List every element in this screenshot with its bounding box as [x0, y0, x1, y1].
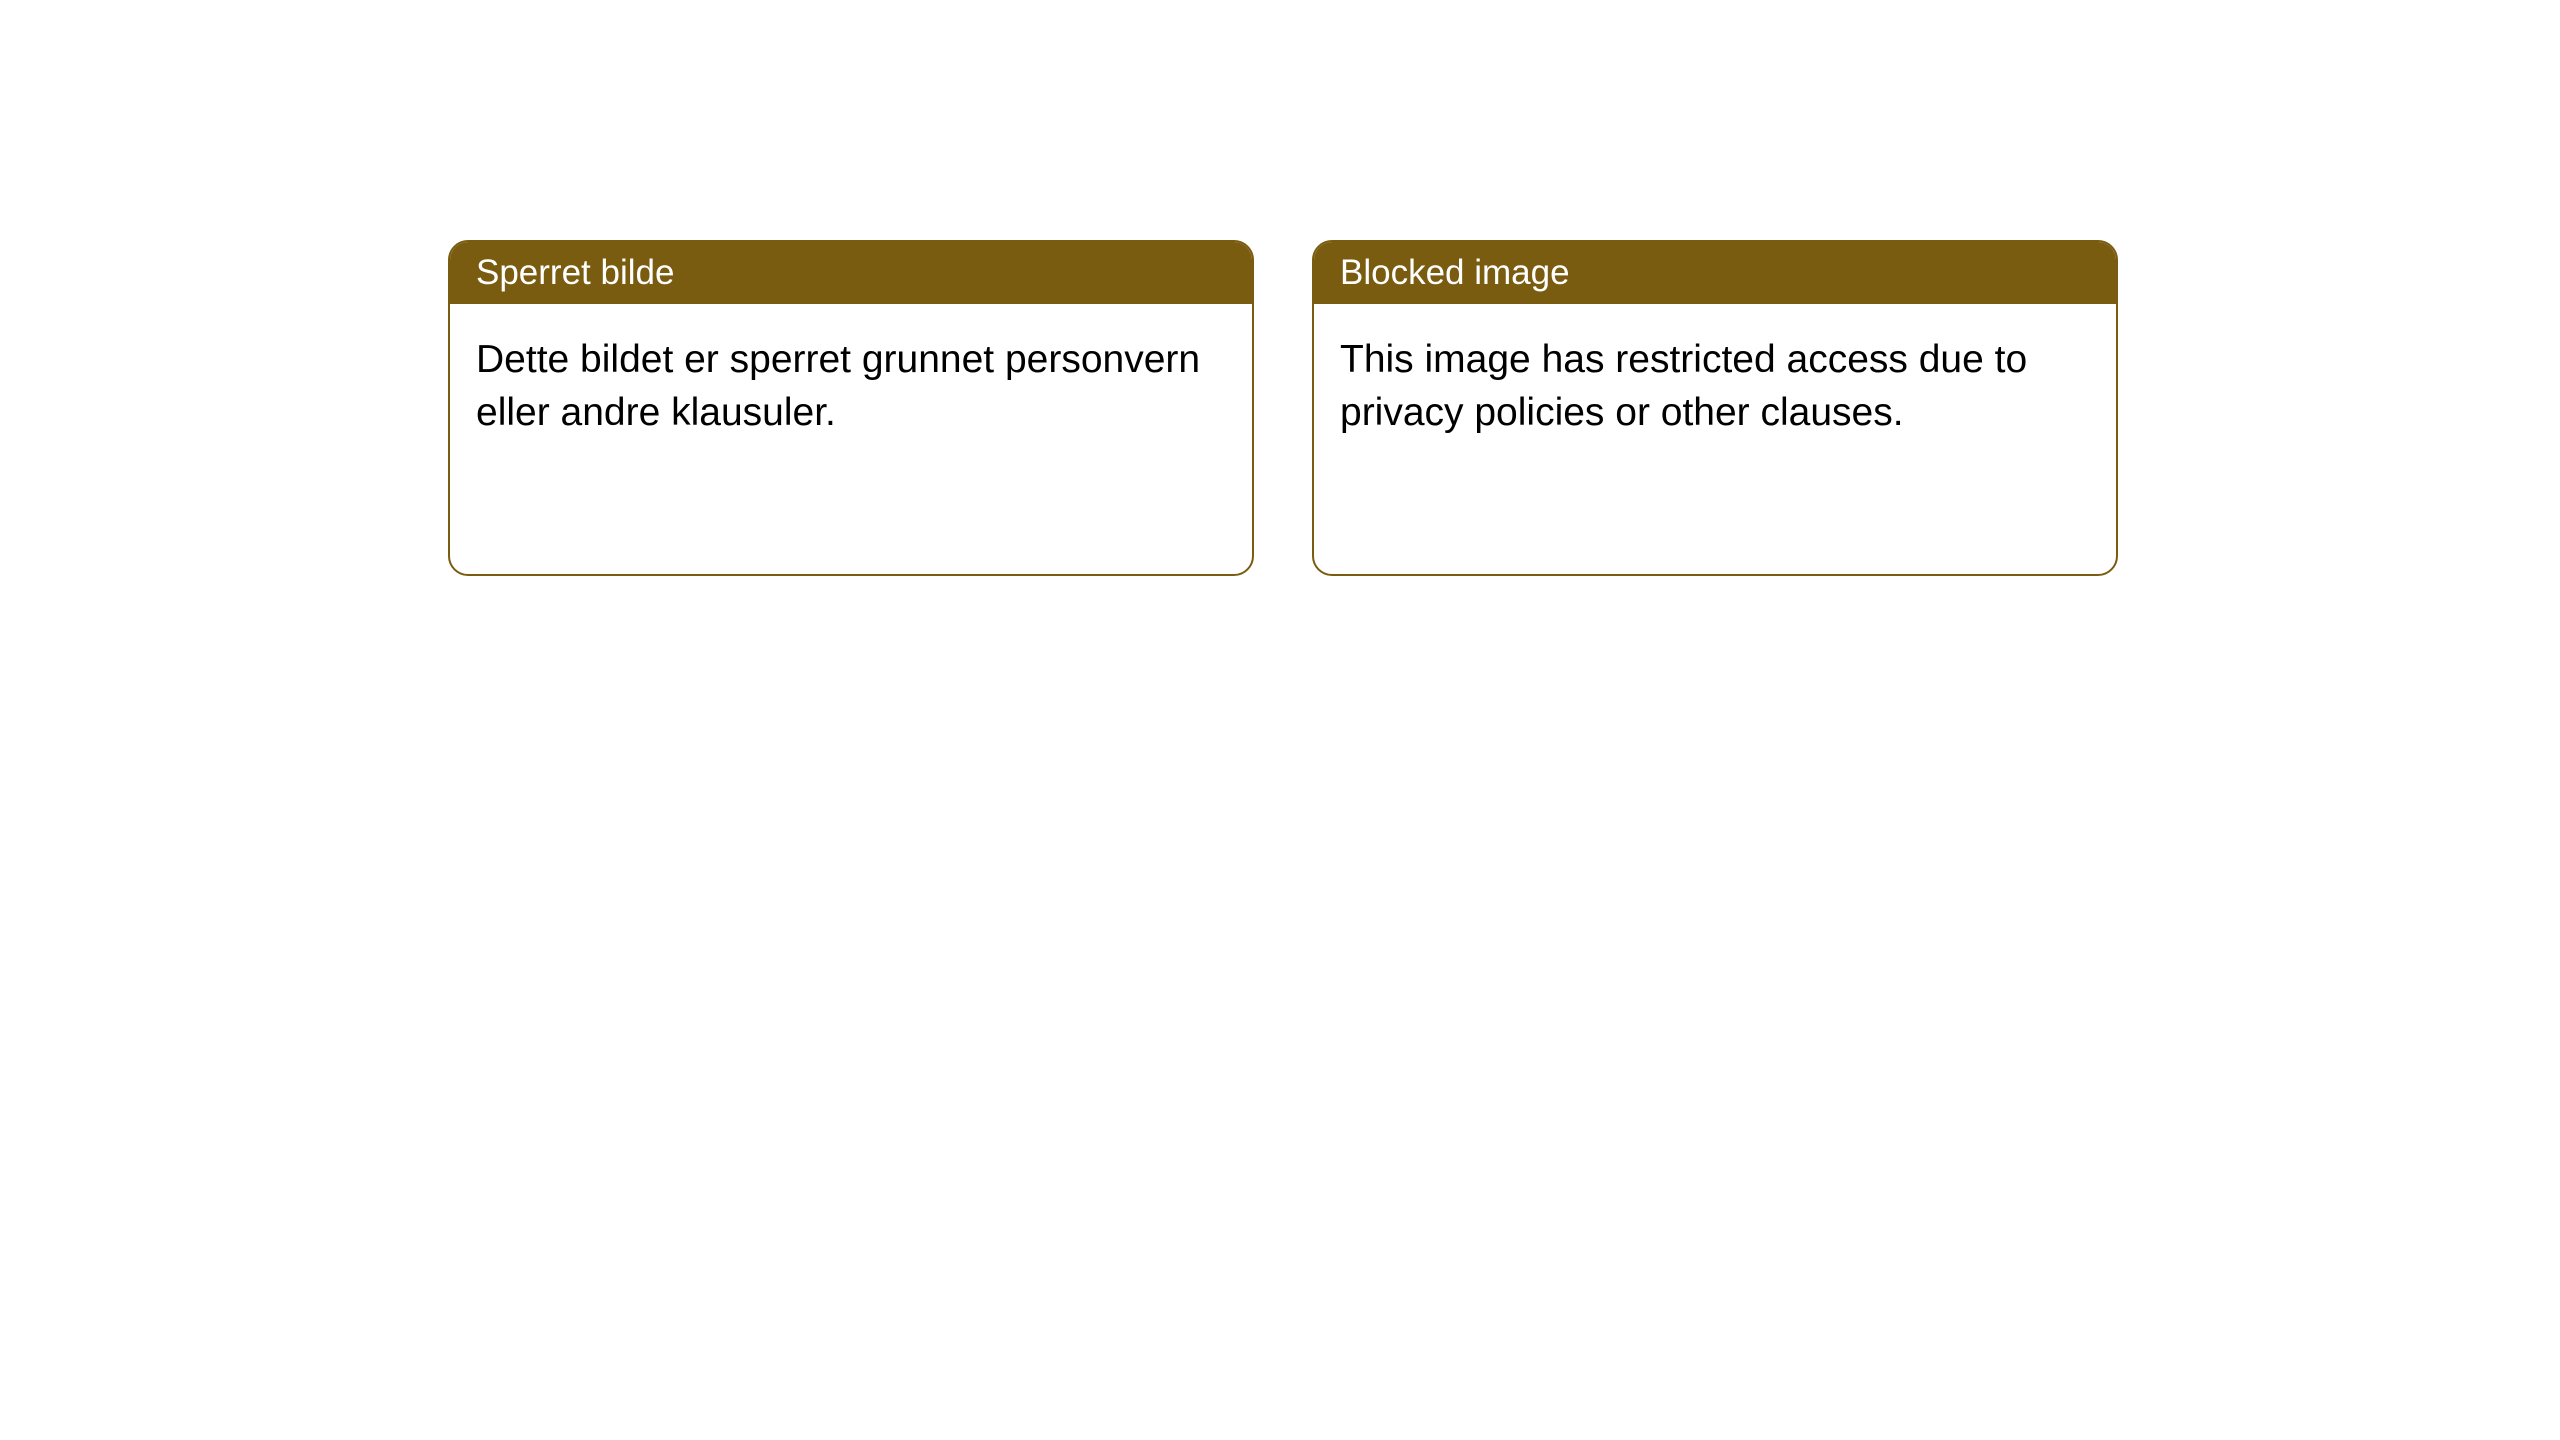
card-body-no: Dette bildet er sperret grunnet personve… [450, 304, 1252, 574]
card-body-en: This image has restricted access due to … [1314, 304, 2116, 574]
info-cards-container: Sperret bilde Dette bildet er sperret gr… [448, 240, 2118, 576]
blocked-image-card-en: Blocked image This image has restricted … [1312, 240, 2118, 576]
blocked-image-card-no: Sperret bilde Dette bildet er sperret gr… [448, 240, 1254, 576]
card-header-en: Blocked image [1314, 242, 2116, 304]
card-header-no: Sperret bilde [450, 242, 1252, 304]
